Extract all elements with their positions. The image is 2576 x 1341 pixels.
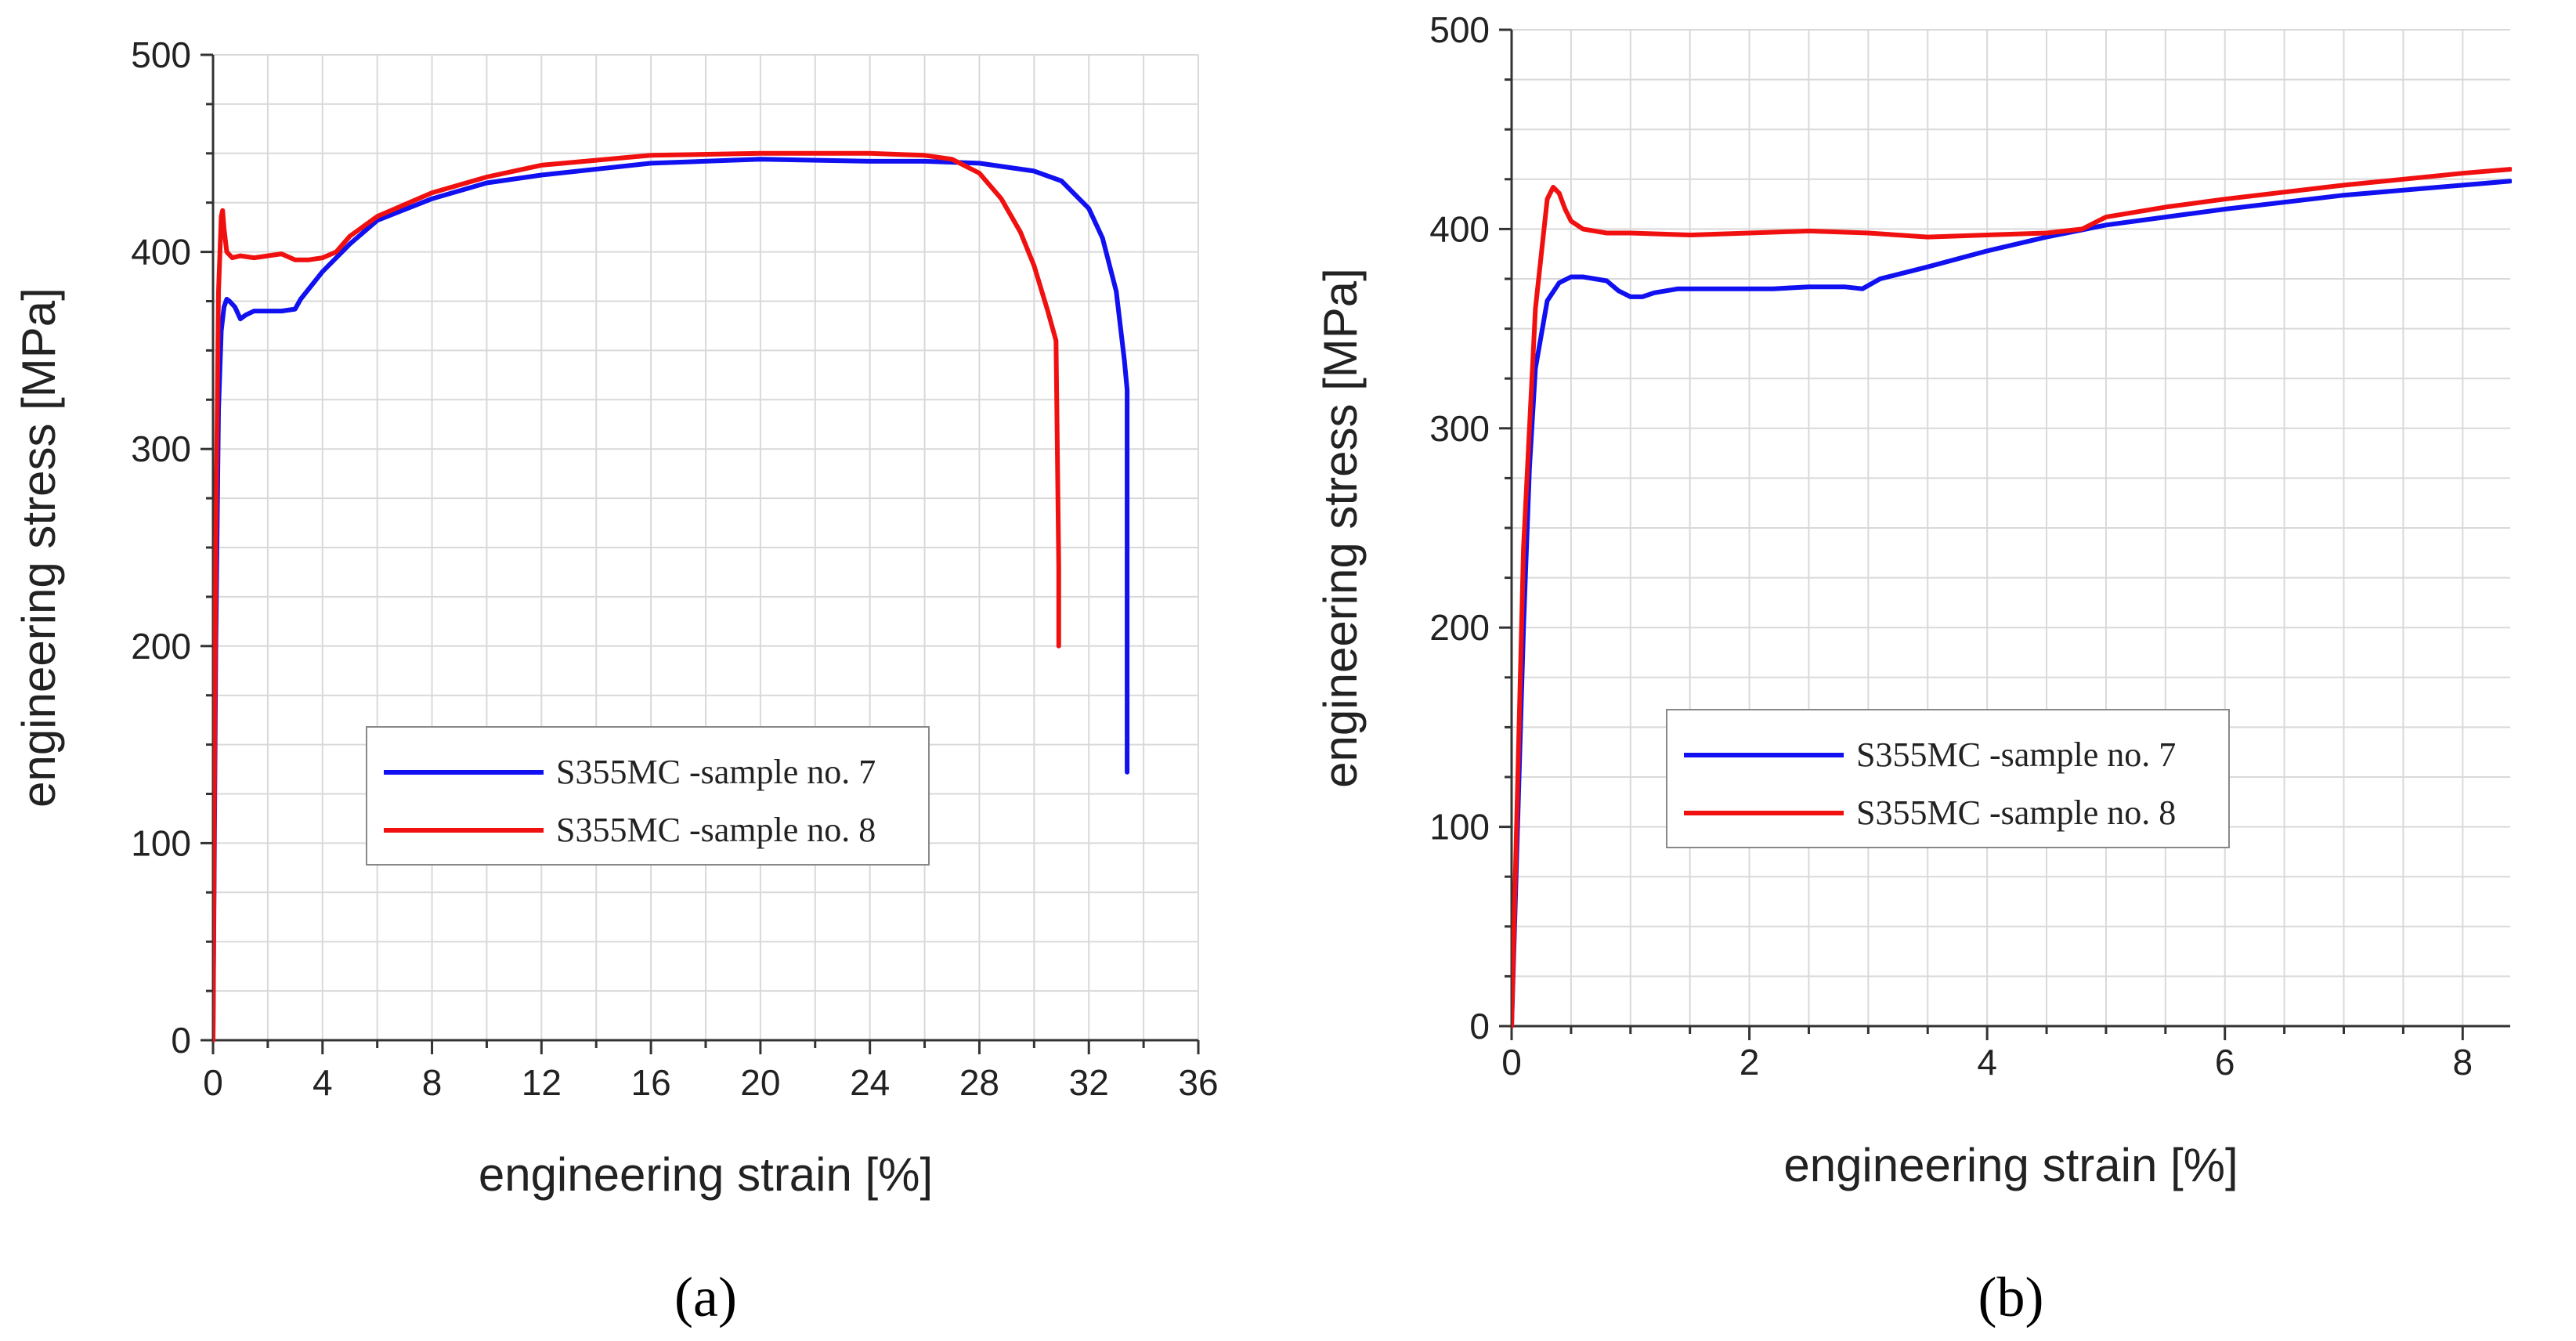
x-tick-label: 6 [2215, 1042, 2235, 1083]
legend-label-2: S355MC -sample no. 8 [556, 811, 876, 849]
y-tick-label: 0 [1469, 1006, 1490, 1046]
series-line-1 [213, 157, 1130, 1043]
x-tick-label: 8 [422, 1062, 443, 1103]
y-tick-label: 100 [1429, 807, 1490, 848]
x-tick-label: 8 [2452, 1042, 2473, 1083]
legend-box [1666, 709, 2230, 848]
x-tick-label: 0 [1501, 1042, 1522, 1083]
legend-box [366, 726, 930, 866]
x-tick-label: 28 [959, 1062, 999, 1103]
chart-b: 0 100 200 300 400 500 0 2 4 6 8 engineering strain … [1314, 9, 2512, 1328]
legend-label-1: S355MC -sample no. 7 [556, 753, 876, 791]
series-line-1 [1512, 179, 2512, 1028]
x-tick-label: 12 [522, 1062, 562, 1103]
y-axis-label: engineering stress [MPa] [13, 287, 65, 808]
series-line-2 [213, 150, 1061, 1043]
series-group [213, 150, 1130, 1043]
legend: S355MC -sample no. 7 S355MC -sample no. 8 [1666, 709, 2230, 848]
panel-label: (b) [1978, 1266, 2044, 1328]
y-tick-label: 0 [171, 1020, 191, 1061]
x-axis-label: engineering strain [%] [1783, 1139, 2238, 1191]
x-tick-label: 32 [1069, 1062, 1109, 1103]
y-tick-label: 400 [1429, 208, 1490, 249]
y-tick-label: 200 [131, 626, 191, 667]
x-tick-label: 2 [1740, 1042, 1760, 1083]
legend-label-1: S355MC -sample no. 7 [1856, 736, 2176, 774]
x-tick-label: 4 [313, 1062, 333, 1103]
series-line-2 [1512, 167, 2512, 1028]
y-tick-label: 400 [131, 232, 191, 273]
y-tick-label: 100 [131, 822, 191, 863]
chart-a: 0 100 200 300 400 500 0 4 8 12 16 20 24 28 32 36 enginee… [13, 34, 1219, 1328]
series-group [1512, 167, 2512, 1028]
y-tick-label: 300 [131, 428, 191, 469]
x-tick-label: 4 [1977, 1042, 1997, 1083]
legend: S355MC -sample no. 7 S355MC -sample no. 8 [366, 726, 930, 866]
x-axis-label: engineering strain [%] [479, 1148, 933, 1201]
y-tick-label: 500 [1429, 9, 1490, 50]
legend-label-2: S355MC -sample no. 8 [1856, 793, 2176, 832]
x-tick-label: 36 [1178, 1062, 1218, 1103]
y-tick-label: 500 [131, 34, 191, 75]
y-tick-label: 300 [1429, 408, 1490, 449]
y-axis-label: engineering stress [MPa] [1314, 268, 1367, 788]
y-tick-label: 200 [1429, 607, 1490, 648]
panel-label: (a) [674, 1266, 737, 1328]
x-tick-label: 24 [850, 1062, 890, 1103]
x-tick-label: 16 [631, 1062, 671, 1103]
x-tick-label: 0 [203, 1062, 223, 1103]
x-tick-label: 20 [740, 1062, 780, 1103]
